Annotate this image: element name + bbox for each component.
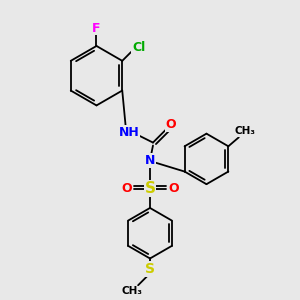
Text: O: O	[169, 182, 179, 195]
Text: F: F	[92, 22, 101, 34]
Text: NH: NH	[119, 126, 140, 139]
Text: Cl: Cl	[132, 41, 145, 54]
Text: O: O	[121, 182, 131, 195]
Text: CH₃: CH₃	[234, 126, 255, 136]
Text: CH₃: CH₃	[122, 286, 143, 296]
Text: S: S	[145, 262, 155, 276]
Text: S: S	[145, 181, 155, 196]
Text: O: O	[166, 118, 176, 131]
Text: N: N	[145, 154, 155, 167]
